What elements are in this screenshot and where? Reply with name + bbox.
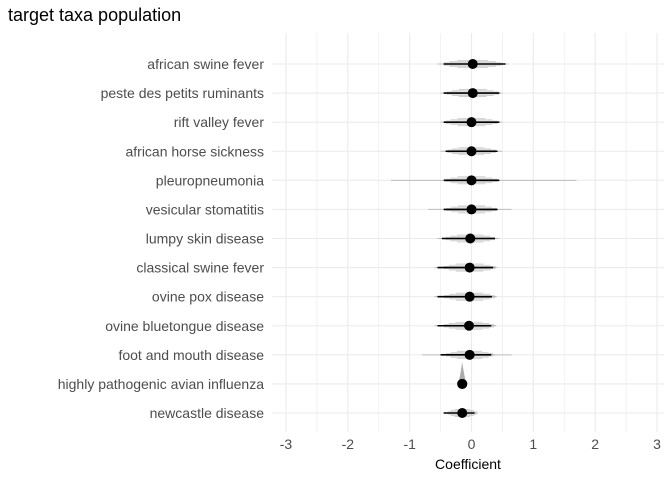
x-tick-label: -1 (403, 436, 416, 452)
y-tick-label: newcastle disease (150, 405, 265, 421)
y-tick-label: african swine fever (147, 56, 264, 72)
y-tick-label: lumpy skin disease (146, 231, 264, 247)
y-tick-label: african horse sickness (125, 143, 264, 159)
x-tick-label: 0 (468, 436, 476, 452)
estimate-point (464, 349, 475, 360)
estimate-point (467, 88, 478, 99)
estimate-point (466, 117, 477, 128)
y-tick-label: vesicular stomatitis (146, 201, 264, 217)
x-tick-label: 3 (653, 436, 661, 452)
estimate-point (457, 378, 468, 389)
x-tick-label: 2 (591, 436, 599, 452)
y-tick-label: rift valley fever (174, 114, 265, 130)
x-tick-label: -3 (280, 436, 293, 452)
y-axis-labels: african swine fever peste des petits rumi… (58, 56, 265, 421)
y-tick-label: highly pathogenic avian influenza (58, 376, 264, 392)
x-axis-title: Coefficient (435, 456, 501, 472)
x-tick-label: -2 (342, 436, 355, 452)
chart-title: target taxa population (8, 5, 181, 25)
x-tick-label: 1 (529, 436, 537, 452)
estimate-point (466, 146, 477, 157)
estimate-point (467, 59, 478, 69)
estimate-point (466, 175, 477, 186)
y-tick-label: ovine bluetongue disease (105, 318, 264, 334)
y-tick-label: foot and mouth disease (118, 347, 264, 363)
estimate-point (464, 320, 475, 331)
estimate-point (464, 262, 475, 273)
density-wedge (457, 361, 467, 384)
marks (391, 59, 577, 418)
estimate-point (457, 408, 468, 418)
x-axis-labels: -3 -2 -1 0 1 2 3 (280, 436, 661, 452)
estimate-point (464, 291, 475, 302)
y-tick-label: pleuropneumonia (156, 172, 264, 188)
y-tick-label: classical swine fever (136, 260, 264, 276)
y-tick-label: ovine pox disease (152, 289, 264, 305)
estimate-point (465, 233, 476, 244)
estimate-point (466, 204, 477, 215)
y-tick-label: peste des petits ruminants (101, 85, 264, 101)
